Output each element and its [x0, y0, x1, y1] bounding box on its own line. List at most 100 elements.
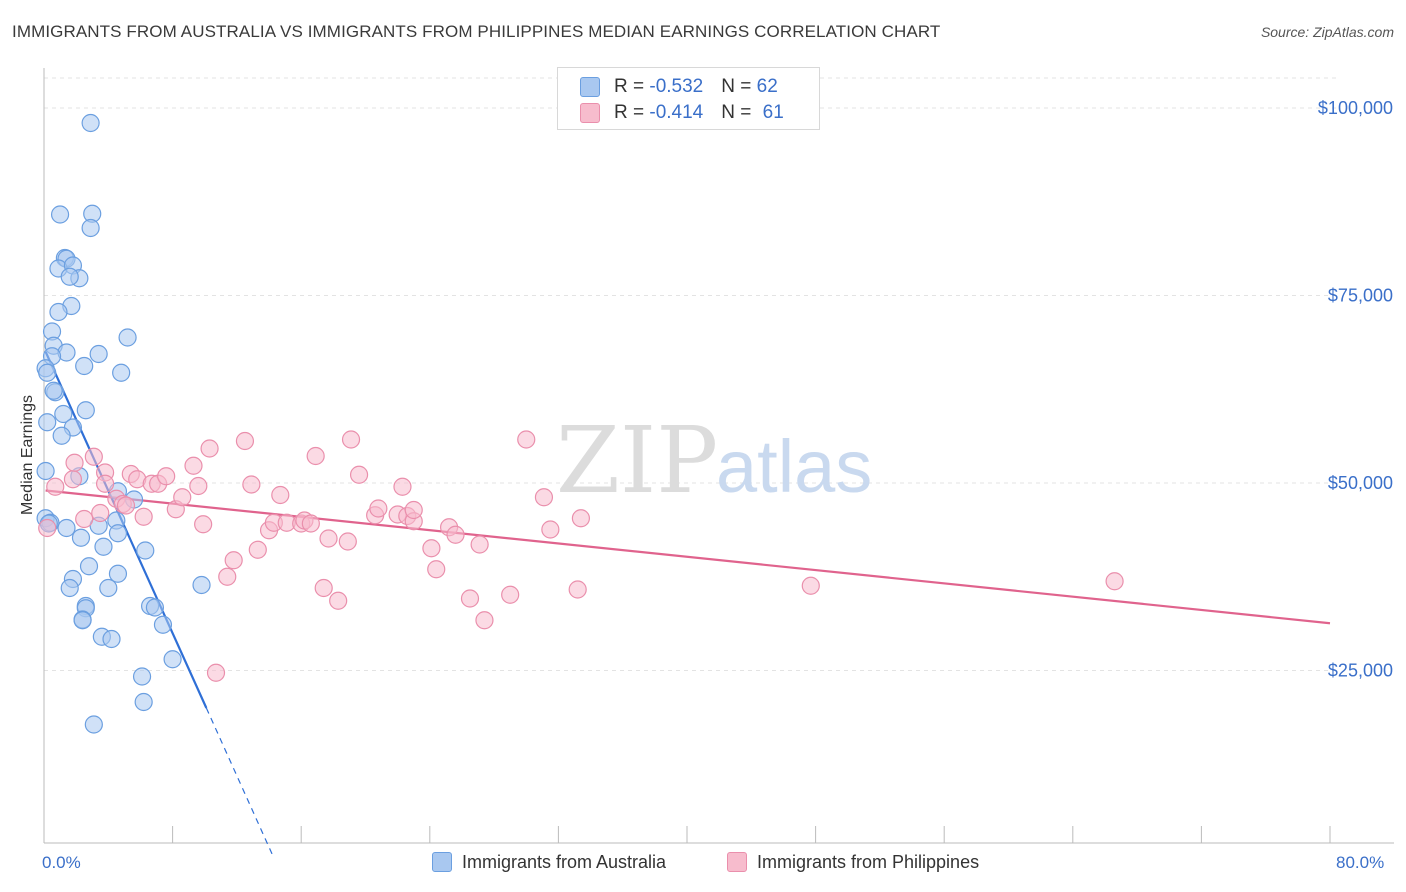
data-point-australia	[44, 381, 63, 400]
data-point-philippines	[75, 509, 94, 529]
data-point-australia	[76, 401, 95, 420]
legend-r-value-australia: -0.532	[649, 76, 704, 97]
data-point-philippines	[501, 585, 520, 604]
data-point-philippines	[65, 453, 84, 472]
data-point-philippines	[534, 488, 554, 507]
data-point-australia	[108, 524, 128, 543]
legend-n-value-australia: 62	[756, 76, 778, 97]
data-point-australia	[54, 404, 73, 424]
data-point-philippines	[116, 496, 136, 515]
data-point-philippines	[541, 520, 560, 539]
legend-n-value-philippines: 61	[762, 102, 784, 123]
y-tick-label: $75,000	[1328, 286, 1393, 306]
data-point-australia	[102, 629, 121, 649]
data-point-philippines	[404, 500, 423, 520]
data-point-australia	[192, 575, 211, 595]
data-point-philippines	[189, 476, 208, 496]
x-tick-max: 80.0%	[1336, 853, 1385, 872]
data-point-philippines	[134, 507, 153, 526]
data-point-australia	[134, 692, 153, 712]
data-point-australia	[108, 564, 128, 583]
data-point-philippines	[341, 430, 361, 449]
data-point-philippines	[422, 539, 441, 558]
data-point-australia	[89, 344, 108, 364]
data-point-philippines	[194, 515, 213, 534]
data-point-philippines	[63, 470, 83, 489]
data-point-philippines	[91, 503, 110, 523]
data-point-philippines	[460, 589, 480, 608]
data-point-philippines	[306, 446, 325, 466]
data-point-philippines	[301, 514, 320, 533]
legend-r-label: R =	[614, 76, 650, 97]
bottom-legend-label-australia: Immigrants from Australia	[462, 852, 667, 872]
data-point-philippines	[470, 535, 489, 554]
data-point-australia	[49, 302, 68, 322]
data-point-australia	[81, 218, 100, 238]
data-point-philippines	[349, 465, 369, 484]
trendline-australia-extrapolated	[205, 707, 275, 859]
data-point-australia	[79, 557, 99, 576]
data-point-australia	[73, 611, 92, 630]
data-point-philippines	[224, 551, 243, 570]
data-point-philippines	[446, 525, 465, 544]
data-point-philippines	[369, 499, 388, 518]
data-point-australia	[57, 518, 76, 538]
data-point-philippines	[157, 467, 176, 486]
data-point-philippines	[173, 488, 192, 507]
data-point-australia	[36, 461, 55, 481]
bottom-legend-swatch-australia	[432, 851, 452, 872]
data-point-philippines	[427, 560, 446, 579]
bottom-legend-philippines: Immigrants from Philippines	[727, 851, 979, 873]
y-tick-label: $25,000	[1328, 661, 1393, 681]
data-point-australia	[145, 598, 165, 617]
data-point-australia	[84, 715, 103, 734]
data-point-philippines	[329, 591, 348, 610]
legend-swatch-philippines	[580, 102, 600, 123]
data-point-philippines	[393, 477, 412, 496]
data-point-philippines	[319, 529, 338, 548]
bottom-legend-swatch-philippines	[727, 851, 747, 872]
data-point-australia	[136, 541, 155, 560]
data-point-philippines	[571, 509, 591, 528]
y-axis-label: Median Earnings	[19, 394, 36, 516]
data-point-australia	[112, 363, 131, 382]
data-point-australia	[50, 205, 70, 224]
data-point-philippines	[95, 474, 115, 493]
legend-swatch-australia	[580, 76, 600, 97]
data-point-australia	[38, 363, 57, 382]
data-point-australia	[81, 113, 100, 133]
bottom-legend-australia: Immigrants from Australia	[432, 851, 667, 873]
data-point-australia	[153, 615, 173, 634]
data-point-philippines	[38, 518, 57, 538]
legend-n-label: N =	[721, 76, 757, 97]
data-point-philippines	[338, 532, 357, 551]
data-point-australia	[163, 650, 182, 669]
data-point-philippines	[218, 567, 237, 586]
data-point-philippines	[801, 576, 820, 595]
x-tick-min: 0.0%	[42, 853, 81, 872]
data-point-philippines	[517, 430, 536, 449]
y-tick-label: $50,000	[1328, 473, 1393, 493]
legend-r-value-philippines: -0.414	[649, 102, 704, 123]
data-point-australia	[52, 426, 71, 445]
data-point-australia	[99, 578, 118, 598]
data-point-philippines	[84, 447, 103, 466]
data-point-australia	[71, 528, 91, 547]
legend-row-philippines: R = -0.414 N = 61	[580, 102, 784, 126]
data-point-australia	[118, 328, 137, 347]
data-point-philippines	[568, 580, 587, 599]
data-point-philippines	[271, 485, 290, 505]
watermark-atlas: atlas	[716, 425, 872, 508]
chart-title: IMMIGRANTS FROM AUSTRALIA VS IMMIGRANTS …	[12, 22, 941, 41]
correlation-legend: R = -0.532 N = 62 R = -0.414 N = 61	[557, 67, 820, 130]
trendline-philippines	[45, 489, 1331, 625]
data-point-philippines	[248, 540, 267, 559]
data-point-australia	[38, 413, 57, 432]
data-point-philippines	[235, 431, 255, 451]
data-point-australia	[60, 267, 79, 286]
data-point-philippines	[242, 475, 261, 494]
data-point-philippines	[184, 456, 203, 475]
data-point-australia	[132, 667, 152, 686]
data-point-philippines	[475, 611, 494, 630]
